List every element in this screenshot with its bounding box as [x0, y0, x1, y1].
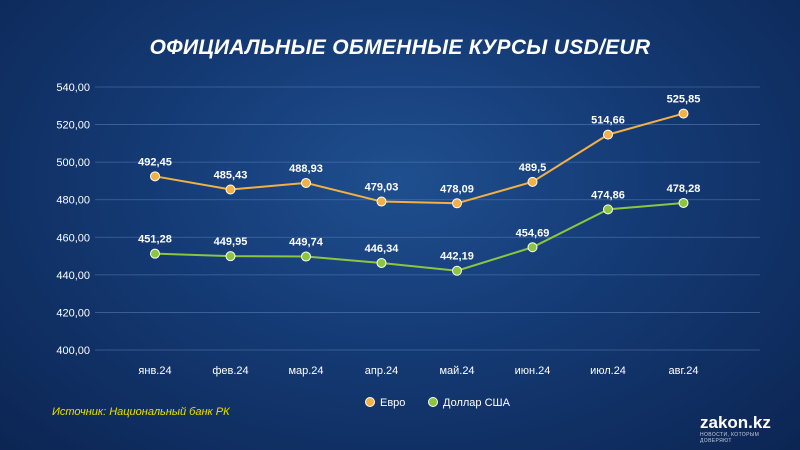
x-tick-label: июл.24 [590, 365, 626, 377]
data-point [527, 176, 538, 187]
series: 492,45 485,43 488,93 479,03 478,09 489,5 514,6… [138, 94, 700, 276]
data-label: 492,45 [138, 156, 172, 168]
brand-tagline: НОВОСТИ, КОТОРЫМ ДОВЕРЯЮТ [700, 432, 760, 444]
x-tick-label: май.24 [439, 365, 474, 377]
data-label: 478,09 [440, 183, 474, 195]
series-line [154, 112, 684, 205]
x-tick-label: фев.24 [212, 365, 248, 377]
data-label: 449,95 [214, 236, 248, 248]
y-tick-label: 420,00 [56, 307, 90, 319]
data-label: 479,03 [365, 182, 399, 194]
grid [95, 86, 760, 351]
data-point [150, 171, 160, 182]
y-tick-label: 540,00 [56, 82, 90, 94]
series-line [154, 201, 684, 272]
data-label: 451,28 [138, 234, 172, 246]
y-tick-label: 460,00 [56, 232, 90, 244]
data-point [150, 248, 160, 259]
legend: Евро Доллар США [365, 397, 511, 409]
series-usd: 451,28 449,95 449,74 446,34 442,19 454,69 474,… [138, 183, 701, 276]
data-label: 485,43 [214, 170, 248, 182]
data-label: 478,28 [667, 183, 701, 195]
legend-marker [365, 397, 375, 407]
data-point [376, 196, 387, 207]
x-axis: янв.24 фев.24 мар.24 апр.24 май.24 июн.24 июл.… [138, 365, 698, 377]
data-label: 488,93 [289, 163, 323, 175]
legend-marker [428, 397, 438, 407]
data-point [225, 251, 236, 262]
x-tick-label: авг.24 [669, 365, 699, 377]
series-euro: 492,45 485,43 488,93 479,03 478,09 489,5 514,6… [138, 94, 701, 209]
y-tick-label: 480,00 [56, 195, 90, 207]
y-axis: 400,00 420,00 440,00 460,00 480,00 500,00 520,… [56, 82, 90, 357]
x-tick-label: июн.24 [515, 365, 551, 377]
brand-logo: zakon.kz НОВОСТИ, КОТОРЫМ ДОВЕРЯЮТ [700, 413, 790, 445]
data-label: 446,34 [365, 243, 400, 255]
y-tick-label: 520,00 [56, 120, 90, 132]
data-label: 449,74 [289, 237, 324, 249]
y-tick-label: 400,00 [56, 345, 90, 357]
x-tick-label: мар.24 [288, 365, 323, 377]
chart-title: ОФИЦИАЛЬНЫЕ ОБМЕННЫЕ КУРСЫ USD/EUR [149, 36, 651, 59]
brand-name: zakon.kz [700, 413, 771, 432]
data-point [225, 184, 236, 195]
x-tick-label: янв.24 [138, 365, 171, 377]
data-point [527, 242, 538, 253]
data-label: 474,86 [591, 189, 625, 201]
data-point [376, 257, 387, 268]
data-point [603, 204, 613, 215]
legend-label: Доллар США [443, 397, 511, 409]
data-label: 442,19 [440, 251, 474, 263]
data-point [301, 177, 311, 188]
data-label: 525,85 [667, 94, 701, 106]
y-tick-label: 440,00 [56, 270, 90, 282]
data-point [678, 108, 689, 119]
data-point [452, 198, 462, 209]
data-label: 454,69 [516, 227, 550, 239]
data-label: 514,66 [591, 115, 625, 127]
x-tick-label: апр.24 [365, 365, 398, 377]
y-tick-label: 500,00 [56, 157, 90, 169]
legend-label: Евро [380, 397, 405, 409]
data-point [452, 265, 462, 276]
source-note: Источник: Национальный банк РК [52, 406, 230, 418]
data-point [301, 251, 311, 262]
data-point [603, 129, 613, 140]
data-label: 489,5 [519, 162, 547, 174]
data-point [678, 197, 689, 208]
